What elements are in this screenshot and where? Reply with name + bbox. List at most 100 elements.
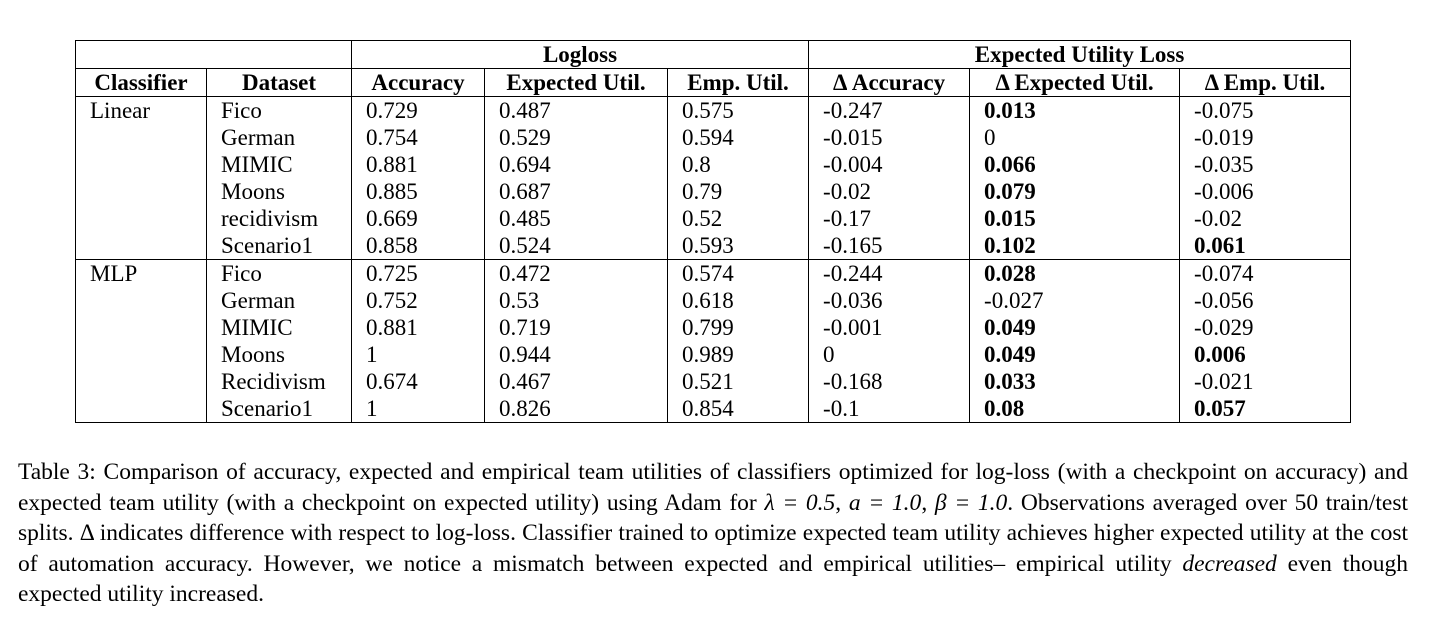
value-cell: 0.033 [969, 368, 1180, 395]
value-cell: 0.754 [351, 124, 485, 151]
dataset-cell: German [206, 124, 352, 151]
value-cell: 0.006 [1179, 341, 1352, 368]
dataset-cell: MIMIC [206, 151, 352, 178]
value-cell: 0.593 [666, 232, 809, 260]
value-cell: 0.799 [666, 314, 809, 341]
table-row: Scenario1 1 0.826 0.854 -0.1 0.08 0.057 [76, 395, 1352, 423]
value-cell: -0.247 [808, 96, 970, 124]
dataset-cell: MIMIC [206, 314, 352, 341]
value-cell: 0.472 [484, 259, 668, 287]
caption-a: a = 1.0 [848, 489, 922, 516]
dataset-cell: recidivism [206, 205, 352, 232]
group-header-empty [75, 40, 352, 69]
table-caption: Table 3: Comparison of accuracy, expecte… [18, 457, 1408, 610]
value-cell: 0.015 [969, 205, 1180, 232]
table-row: MLP Fico 0.725 0.472 0.574 -0.244 0.028 -0.074 [75, 259, 1352, 423]
value-cell: 0.669 [351, 205, 485, 232]
results-table-container: Logloss Expected Utility Loss Classifier… [75, 40, 1352, 423]
value-cell: 1 [351, 341, 485, 368]
table-row: Moons 1 0.944 0.989 0 0.049 0.006 [76, 341, 1352, 368]
value-cell: -0.015 [808, 124, 970, 151]
group-header-logloss: Logloss [350, 40, 809, 69]
caption-text: . Observations averaged over 50 train/te… [18, 489, 1409, 577]
value-cell: 0.989 [666, 341, 809, 368]
value-cell: -0.165 [808, 232, 970, 260]
value-cell: -0.244 [808, 259, 970, 287]
value-cell: 0.885 [351, 178, 485, 205]
value-cell: 0.574 [666, 259, 809, 287]
value-cell: 0.752 [351, 287, 485, 314]
value-cell: 0.729 [351, 96, 485, 124]
dataset-cell: Scenario1 [206, 395, 352, 423]
column-header: Δ Emp. Util. [1179, 68, 1352, 97]
column-header: Classifier [75, 68, 207, 97]
value-cell: 0.719 [484, 314, 668, 341]
caption-separator: , [921, 489, 935, 516]
caption-text: Comparison of accuracy, expected and emp… [18, 459, 1408, 516]
value-cell: -0.035 [1179, 151, 1352, 178]
table-row: Scenario1 0.858 0.524 0.593 -0.165 0.102 0.061 [76, 232, 1352, 260]
table-body: Linear Fico 0.729 0.487 0.575 -0.247 0.013 -0.0… [75, 96, 1352, 423]
group-header-row: Logloss Expected Utility Loss [75, 40, 1352, 69]
classifier-cell: MLP [75, 259, 207, 423]
caption-label: Table 3: [18, 459, 96, 485]
value-cell: 0.485 [484, 205, 668, 232]
table-row: MIMIC 0.881 0.719 0.799 -0.001 0.049 -0.029 [76, 314, 1352, 341]
value-cell: -0.001 [808, 314, 970, 341]
value-cell: -0.019 [1179, 124, 1352, 151]
value-cell: 0.028 [969, 259, 1180, 287]
value-cell: 1 [351, 395, 485, 423]
value-cell: 0.725 [351, 259, 485, 287]
value-cell: 0.08 [969, 395, 1180, 423]
value-cell: 0.049 [969, 341, 1180, 368]
value-cell: 0.53 [484, 287, 668, 314]
column-header: Δ Accuracy [808, 68, 970, 97]
value-cell: 0.8 [666, 151, 809, 178]
value-cell: -0.029 [1179, 314, 1352, 341]
dataset-cell: Scenario1 [206, 232, 352, 260]
value-cell: 0.79 [666, 178, 809, 205]
dataset-cell: Moons [206, 178, 352, 205]
column-header: Expected Util. [484, 68, 668, 97]
value-cell: -0.027 [969, 287, 1180, 314]
value-cell: -0.1 [808, 395, 970, 423]
value-cell: 0.066 [969, 151, 1180, 178]
value-cell: -0.17 [808, 205, 970, 232]
dataset-cell: German [206, 287, 352, 314]
value-cell: -0.074 [1179, 259, 1352, 287]
value-cell: 0.52 [666, 205, 809, 232]
value-cell: -0.02 [1179, 205, 1352, 232]
column-header: Dataset [206, 68, 352, 97]
caption-text: even though expected utility increased. [18, 550, 1409, 608]
value-cell: 0.057 [1179, 395, 1352, 423]
value-cell: 0.487 [484, 96, 668, 124]
value-cell: -0.006 [1179, 178, 1352, 205]
value-cell: 0.061 [1179, 232, 1352, 260]
table-row: German 0.752 0.53 0.618 -0.036 -0.027 -0.056 [76, 287, 1352, 314]
value-cell: 0.858 [351, 232, 485, 260]
value-cell: 0.529 [484, 124, 668, 151]
value-cell: 0.694 [484, 151, 668, 178]
value-cell: 0.467 [484, 368, 668, 395]
value-cell: 0.881 [351, 314, 485, 341]
value-cell: -0.056 [1179, 287, 1352, 314]
results-table: Logloss Expected Utility Loss Classifier… [75, 40, 1352, 423]
value-cell: 0.079 [969, 178, 1180, 205]
caption-beta: β = 1.0 [934, 489, 1008, 516]
value-cell: -0.075 [1179, 96, 1352, 124]
value-cell: 0 [969, 124, 1180, 151]
value-cell: 0.854 [666, 395, 809, 423]
value-cell: 0.049 [969, 314, 1180, 341]
value-cell: 0.575 [666, 96, 809, 124]
dataset-cell: Fico [206, 259, 352, 287]
value-cell: 0 [808, 341, 970, 368]
column-header: Accuracy [351, 68, 485, 97]
value-cell: -0.021 [1179, 368, 1352, 395]
column-header: Δ Expected Util. [969, 68, 1180, 97]
table-row: German 0.754 0.529 0.594 -0.015 0 -0.019 [76, 124, 1352, 151]
value-cell: -0.02 [808, 178, 970, 205]
value-cell: -0.168 [808, 368, 970, 395]
classifier-cell: Linear [75, 96, 207, 260]
table-row: MIMIC 0.881 0.694 0.8 -0.004 0.066 -0.035 [76, 151, 1352, 178]
table-row: Moons 0.885 0.687 0.79 -0.02 0.079 -0.006 [76, 178, 1352, 205]
